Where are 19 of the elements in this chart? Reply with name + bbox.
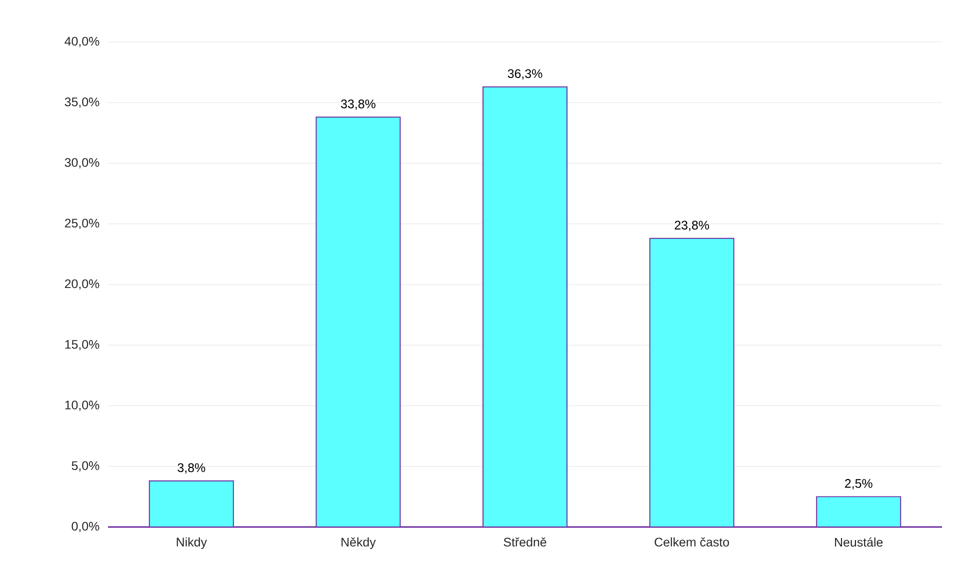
x-tick-label: Nikdy — [176, 537, 207, 549]
y-tick-label: 0,0% — [72, 522, 100, 532]
x-tick-label: Celkem často — [654, 537, 729, 547]
data-label: 36,3% — [508, 69, 542, 80]
y-tick-label: 30,0% — [64, 158, 100, 168]
x-tick-label: Středně — [504, 537, 546, 547]
data-label: 3,8% — [178, 463, 206, 474]
y-tick-label: 5,0% — [72, 461, 100, 472]
y-tick-label: 25,0% — [64, 218, 100, 230]
data-label: 33,8% — [341, 100, 376, 110]
data-label: 2,5% — [845, 479, 872, 490]
y-tick-label: 10,0% — [65, 400, 100, 411]
data-label: 23,8% — [674, 220, 710, 232]
y-tick-label: 35,0% — [64, 97, 100, 108]
y-tick-label: 20,0% — [64, 279, 100, 290]
x-tick-label: Někdy — [342, 537, 376, 549]
x-tick-label: Neustále — [835, 537, 883, 547]
y-tick-label: 15,0% — [65, 340, 100, 350]
y-tick-label: 40,0% — [64, 36, 100, 48]
